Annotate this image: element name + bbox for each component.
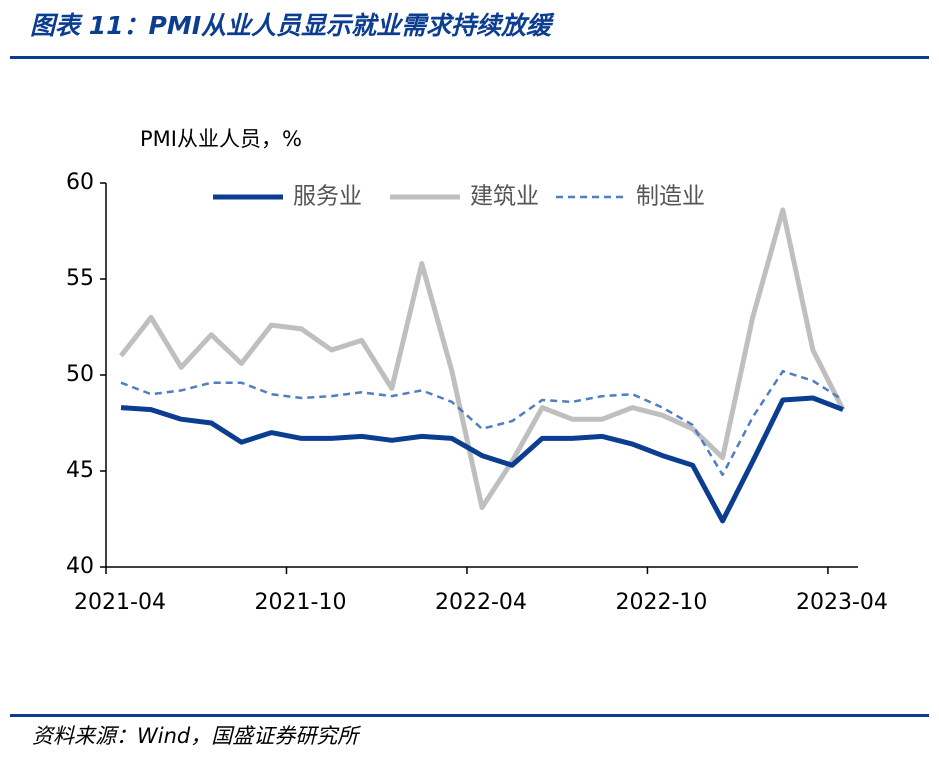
chart-title: 图表 11：PMI从业人员显示就业需求持续放缓 — [30, 11, 555, 40]
x-tick-label: 2021-10 — [255, 590, 347, 615]
source-rule — [10, 714, 929, 717]
x-tick-label: 2023-04 — [796, 590, 888, 615]
series-line — [119, 207, 846, 510]
y-tick-label: 55 — [66, 266, 94, 291]
series-line — [120, 395, 844, 524]
y-tick-label: 45 — [66, 458, 94, 483]
series-line — [120, 369, 844, 477]
x-tick-label: 2021-04 — [74, 590, 166, 615]
source: 资料来源：Wind，国盛证券研究所 — [32, 724, 361, 748]
x-tick-label: 2022-04 — [435, 590, 527, 615]
x-tick-label: 2022-10 — [615, 590, 707, 615]
legend-label: 建筑业 — [470, 184, 539, 210]
legend-label: 制造业 — [636, 184, 705, 210]
y-axis-label: PMI从业人员，% — [140, 127, 302, 151]
title-rule — [10, 56, 929, 59]
y-tick-label: 40 — [66, 554, 94, 579]
legend-label: 服务业 — [293, 184, 362, 210]
y-tick-label: 60 — [66, 170, 94, 195]
y-tick-label: 50 — [66, 362, 94, 387]
